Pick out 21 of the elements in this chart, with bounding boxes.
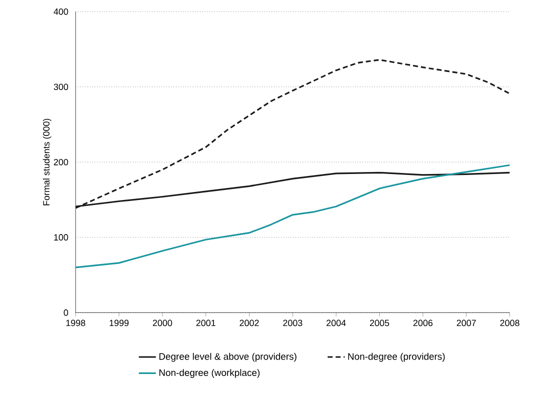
y-axis-title: Formal students (000)	[42, 118, 52, 206]
x-tick-label: 2000	[152, 320, 172, 326]
x-tick-label: 2002	[240, 320, 259, 326]
x-tick-label: 2006	[413, 320, 433, 326]
y-tick-label: 300	[54, 84, 68, 90]
x-tick-label: 2004	[326, 320, 346, 326]
y-tick-label: 400	[54, 8, 68, 15]
line-series	[76, 164, 510, 268]
x-tick-label: 2007	[456, 320, 476, 326]
x-tick-label: 2003	[283, 320, 302, 326]
legend-label: Non-degree (providers)	[348, 352, 445, 362]
legend-label: Non-degree (workplace)	[159, 369, 260, 378]
y-tick-label: 0	[64, 309, 68, 316]
x-tick-label: 1999	[110, 320, 129, 326]
y-tick-label: 100	[54, 234, 68, 241]
x-tick-label: 2005	[370, 320, 390, 326]
x-tick-label: 2001	[196, 320, 216, 326]
y-tick-label: 200	[54, 158, 68, 166]
x-tick-label: 2008	[500, 320, 520, 326]
legend-label: Degree level & above (providers)	[159, 352, 296, 362]
x-tick-label: 1998	[66, 320, 86, 326]
